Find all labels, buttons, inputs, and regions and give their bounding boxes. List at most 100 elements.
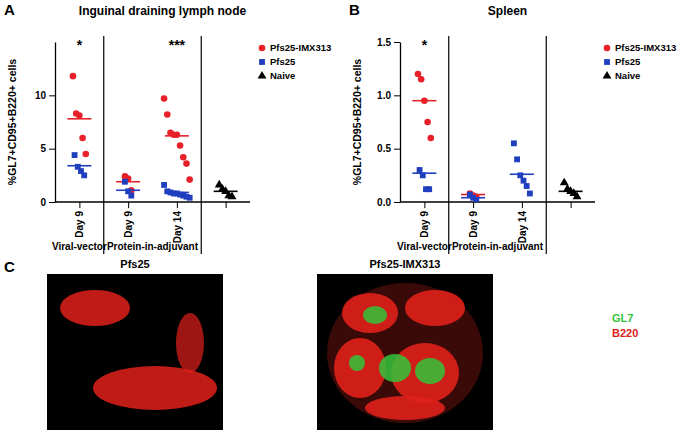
- y-tick: 10: [35, 90, 55, 101]
- legend-symbol: [259, 45, 266, 52]
- mean-line: [116, 189, 140, 191]
- y-tick: 1.0: [377, 90, 400, 101]
- data-point: [517, 172, 523, 178]
- x-tick: Day 14: [172, 202, 183, 243]
- mean-line: [559, 191, 583, 193]
- data-point: [81, 172, 87, 178]
- panel-label: C: [4, 258, 15, 275]
- data-point: [511, 140, 517, 146]
- x-tick-label: Day 14: [172, 211, 183, 244]
- data-point: [180, 154, 187, 161]
- y-tick-mark: [49, 95, 55, 96]
- image-background: [317, 274, 493, 430]
- y-tick: 0.5: [377, 143, 400, 154]
- x-axis-line: [400, 201, 595, 202]
- tissue: [342, 293, 398, 333]
- legend-symbol: [604, 59, 610, 65]
- group-label: Viral-vector: [397, 241, 452, 252]
- plot-area: [67, 73, 237, 201]
- tissue: [60, 290, 130, 326]
- data-point: [183, 160, 190, 167]
- panel-label: B: [349, 1, 360, 18]
- tissue: [327, 283, 483, 423]
- panel-chart: B Spleen %GL7+CD95+B220+ cells 0.0 0.5 1.0 1.5…: [349, 1, 676, 254]
- data-point: [228, 192, 237, 200]
- legend-label: Pfs25-IMX313: [615, 42, 676, 53]
- x-tick: [226, 202, 227, 208]
- data-point: [161, 182, 167, 188]
- x-tick-label: Day 9: [74, 211, 85, 238]
- y-tick-mark: [49, 202, 55, 203]
- data-point: [426, 186, 432, 192]
- channel-label: B220: [612, 327, 638, 339]
- x-tick-mark: [424, 202, 425, 208]
- data-point: [72, 152, 78, 158]
- group-label: Viral-vector: [52, 241, 107, 252]
- y-axis: 0 5 10: [35, 43, 56, 208]
- x-tick-label: Day 14: [517, 211, 528, 244]
- chart-title: Inguinal draining lymph node: [79, 4, 247, 18]
- legend-symbol: [604, 45, 611, 52]
- tissue: [334, 338, 386, 398]
- germinal-centre: [379, 354, 411, 382]
- data-point: [417, 167, 423, 173]
- y-tick-mark: [394, 95, 400, 96]
- mean-line: [116, 181, 140, 183]
- y-tick-label: 0.0: [377, 197, 391, 208]
- data-point: [521, 178, 527, 184]
- data-point: [76, 112, 83, 119]
- panel-label: A: [4, 1, 15, 18]
- data-point: [161, 95, 168, 102]
- germinal-centre: [349, 355, 365, 371]
- x-axis-line: [55, 201, 250, 202]
- panel-chart: AInguinal draining lymph node%GL7+CD95+B…: [4, 1, 331, 254]
- data-point: [128, 193, 134, 199]
- chart-title: Spleen: [488, 4, 527, 18]
- channel-label: GL7: [612, 312, 633, 324]
- y-tick-label: 5: [40, 143, 46, 154]
- image-background: [47, 274, 223, 430]
- mean-line: [214, 191, 238, 193]
- x-tick-mark: [226, 202, 227, 208]
- y-axis-title: %GL7+CD95+B220+ cells: [351, 59, 363, 186]
- x-tick-mark: [522, 202, 523, 208]
- data-point: [187, 195, 193, 201]
- x-tick-label: Day 9: [123, 211, 134, 238]
- data-point: [70, 73, 77, 80]
- data-point: [79, 135, 86, 142]
- x-tick: Day 9: [468, 202, 479, 238]
- y-axis-line: [55, 43, 56, 203]
- data-point: [174, 132, 181, 139]
- group-label: Protein-in-adjuvant: [107, 241, 199, 252]
- y-tick-mark: [394, 42, 400, 43]
- data-point: [560, 178, 569, 186]
- y-axis: 0.0 0.5 1.0 1.5: [377, 37, 400, 208]
- y-tick-label: 1.5: [377, 37, 391, 48]
- micrograph: [47, 274, 223, 430]
- data-point: [418, 76, 425, 83]
- x-axis: Day 9Day 9Day 14: [400, 202, 595, 243]
- data-point: [424, 119, 431, 126]
- x-tick: Day 9: [74, 202, 85, 238]
- x-tick-mark: [128, 202, 129, 208]
- group-separator: [201, 36, 202, 254]
- significance: *: [77, 37, 83, 53]
- plot-area: [412, 71, 582, 202]
- y-tick-label: 1.0: [377, 90, 391, 101]
- y-tick-label: 0: [40, 197, 46, 208]
- data-point: [186, 176, 193, 183]
- x-tick-mark: [79, 202, 80, 208]
- legend-label: Pfs25: [270, 56, 296, 67]
- x-tick: [571, 202, 572, 208]
- tissue: [176, 313, 204, 373]
- y-tick: 0: [40, 197, 55, 208]
- data-point: [527, 191, 533, 197]
- group-separator: [103, 36, 104, 254]
- x-tick: Day 14: [517, 202, 528, 243]
- data-point: [573, 192, 582, 200]
- panel-images: CPfs25Pfs25-IMX313GL7B220: [4, 258, 638, 430]
- legend-label: Pfs25: [615, 56, 641, 67]
- significance: *: [422, 37, 428, 53]
- group-label: Protein-in-adjuvant: [452, 241, 544, 252]
- data-point: [82, 151, 89, 158]
